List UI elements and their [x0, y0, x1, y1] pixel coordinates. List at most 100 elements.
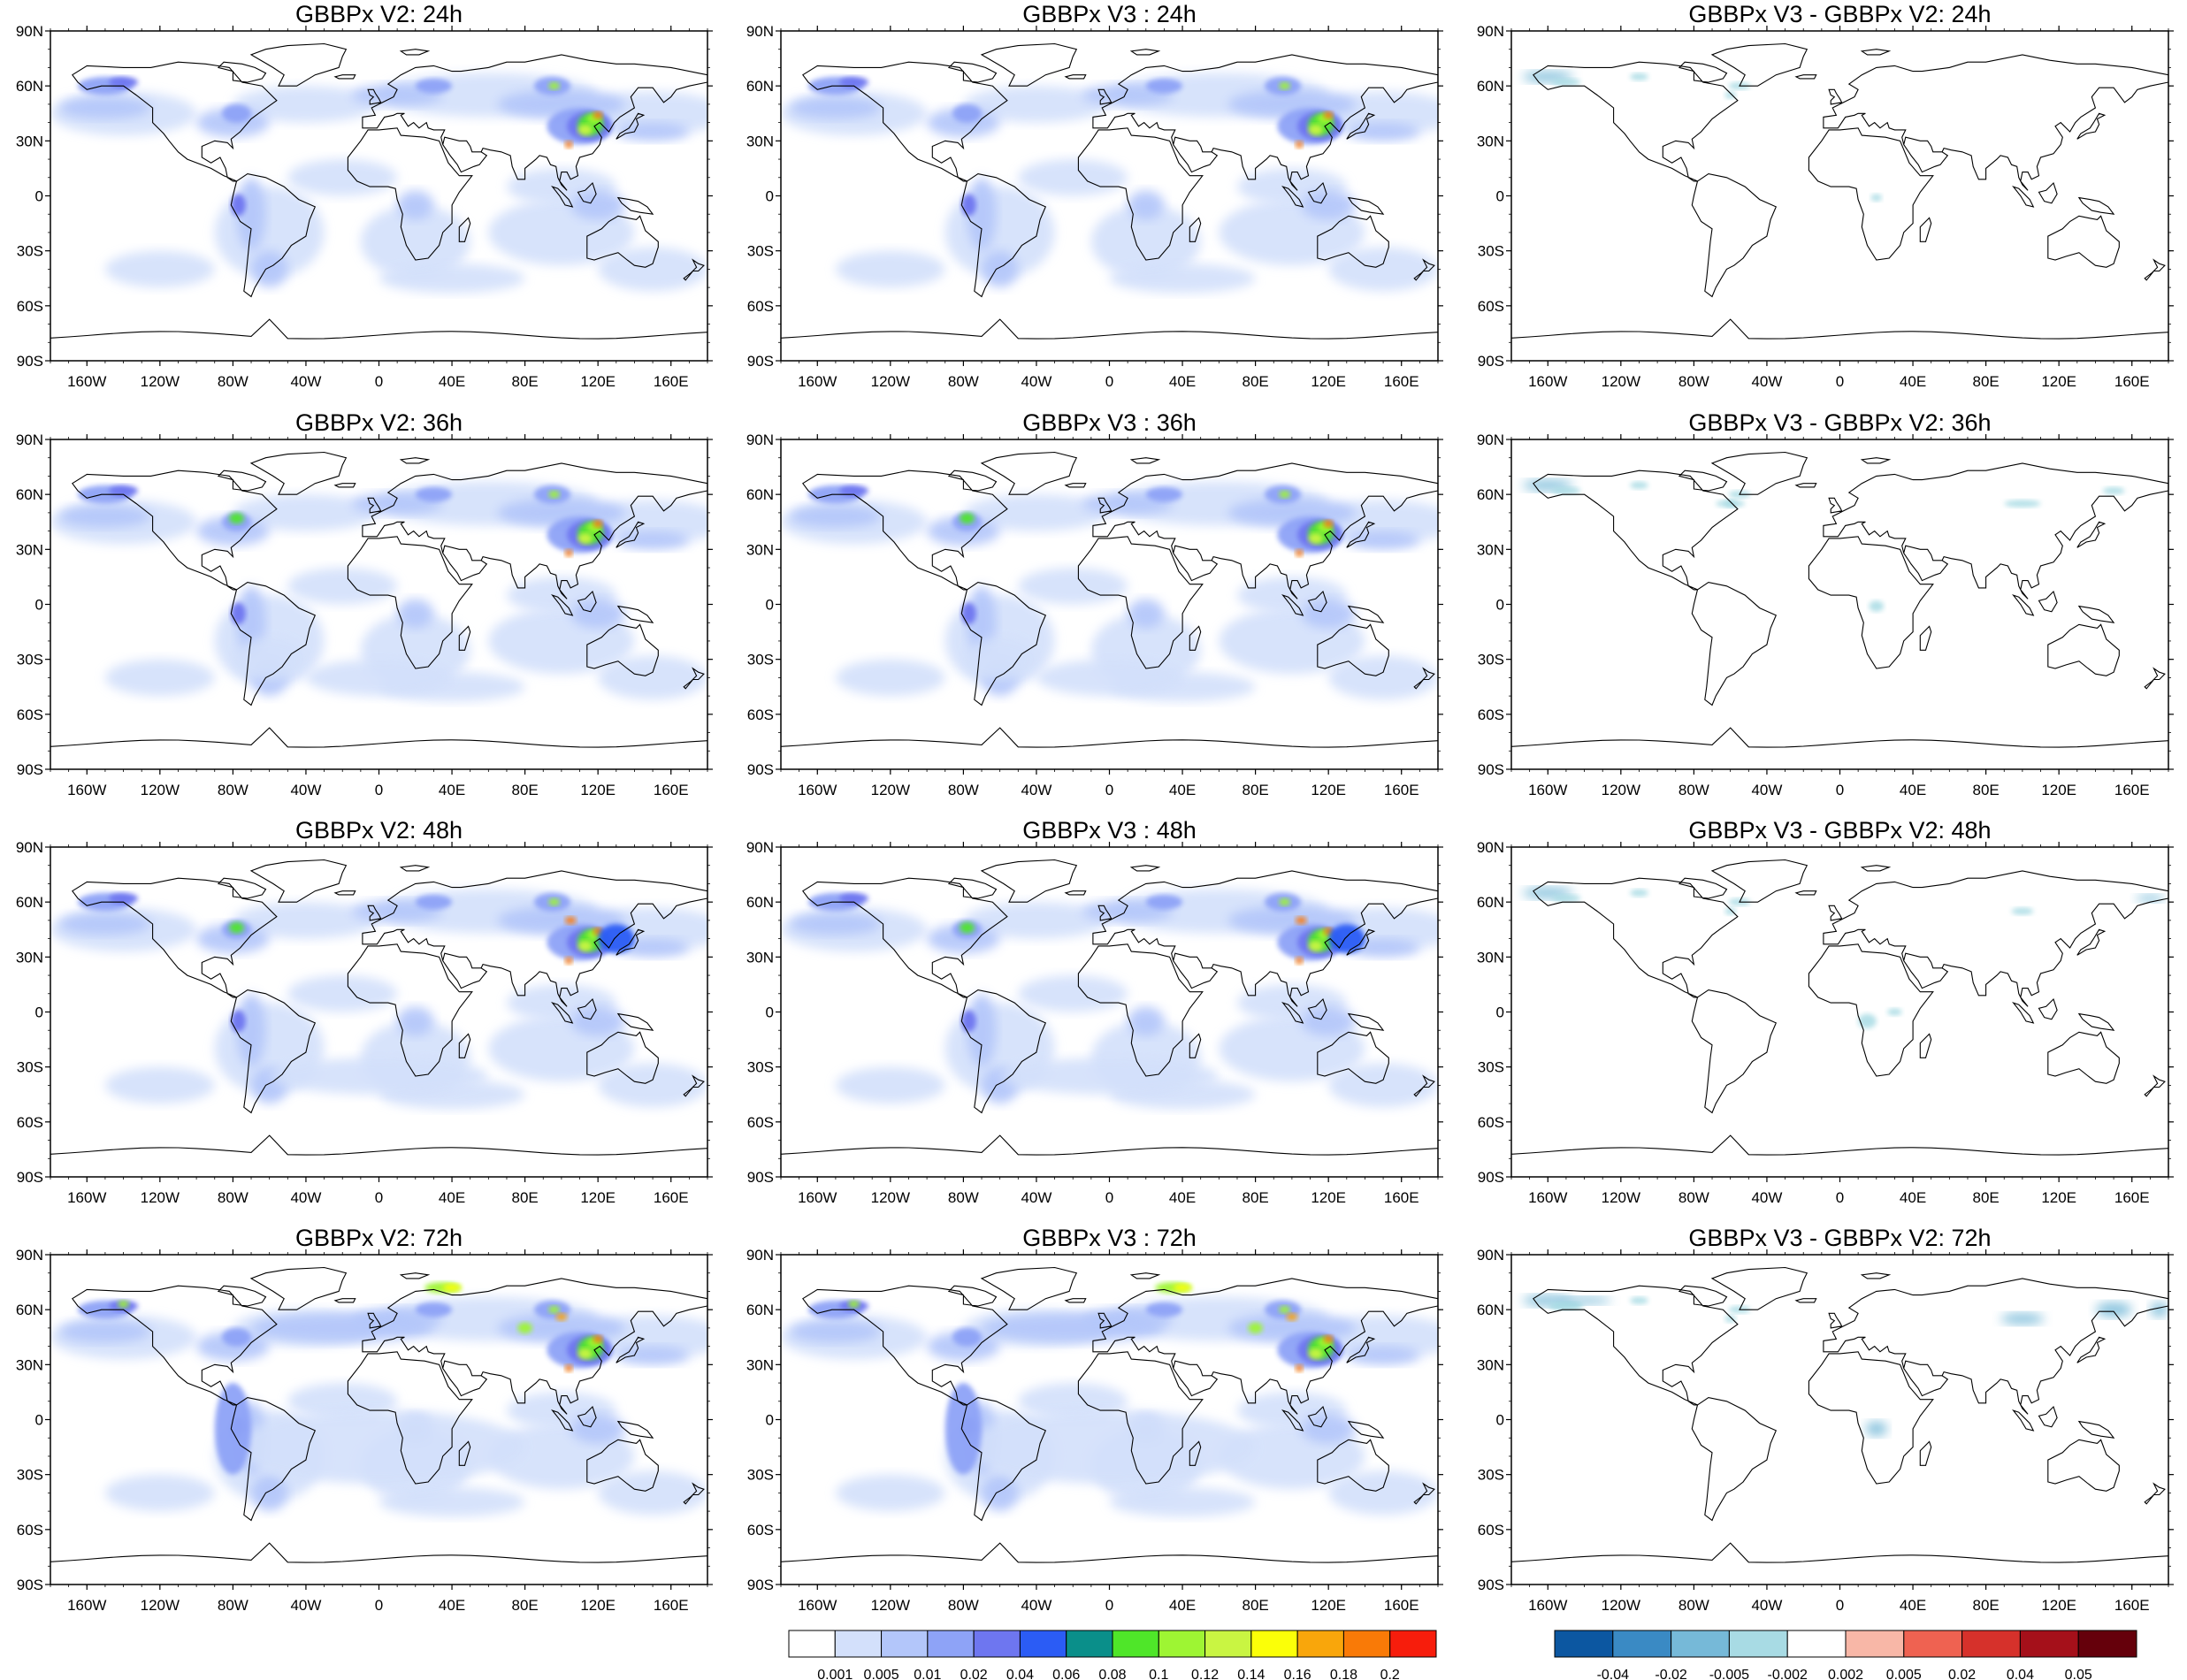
colorbar-swatch: [1903, 1630, 1963, 1658]
map-panel: GBBPx V3 - GBBPx V2: 24h 90N 60N 30N 0 30S 60S…: [1477, 1, 2174, 390]
lat-tick-label: 30S: [1478, 1467, 1504, 1484]
shading-cell: [963, 494, 1110, 531]
shading-cell: [548, 1306, 560, 1314]
lon-tick-label: 120W: [1602, 1189, 1640, 1206]
shading-cell: [415, 78, 453, 94]
lat-tick-label: 90S: [17, 1169, 43, 1186]
map-panel: GBBPx V3 : 36h 90N 60N 30N 0 30S 60S 90S 160W 120…: [746, 409, 1443, 798]
colorbar-label: -0.005: [1709, 1668, 1749, 1680]
lat-tick-label: 60S: [747, 1522, 774, 1539]
map-background: [1511, 847, 2168, 1177]
panel-title: GBBPx V2: 48h: [295, 817, 463, 844]
lon-tick-label: 0: [375, 1189, 383, 1206]
lat-tick-label: 60N: [1477, 894, 1504, 911]
shading-cell: [952, 103, 983, 123]
lon-tick-label: 0: [375, 782, 383, 798]
lat-tick-label: 60S: [17, 298, 43, 315]
shading-cell: [961, 194, 976, 217]
lat-tick-label: 90N: [1477, 1247, 1504, 1264]
lon-tick-label: 160W: [1528, 1189, 1567, 1206]
lat-tick-label: 90S: [1478, 761, 1504, 778]
colorbar-label: -0.04: [1597, 1668, 1630, 1680]
shading-cell: [442, 1284, 462, 1292]
lat-tick-label: 90S: [17, 761, 43, 778]
shading-cell: [555, 1313, 568, 1321]
colorbar-swatch: [1342, 1630, 1391, 1658]
shading-cell: [839, 485, 869, 497]
lon-tick-label: 80E: [1972, 373, 1999, 390]
shading-cell: [2011, 907, 2034, 915]
shading-cell: [835, 1474, 945, 1512]
shading-cell: [927, 1332, 1000, 1362]
shading-cell: [109, 892, 139, 905]
lon-tick-label: 120W: [141, 373, 180, 390]
colorbar-swatch: [1389, 1630, 1437, 1658]
shading-cell: [1551, 894, 1581, 903]
lon-tick-label: 160W: [1528, 1597, 1567, 1614]
panel-title: GBBPx V3 : 72h: [1022, 1225, 1197, 1251]
coastline: [1511, 859, 2168, 1156]
shading-cell: [1296, 916, 1307, 925]
lon-tick-label: 0: [1105, 1597, 1113, 1614]
shading-cell: [616, 122, 690, 141]
shading-cell: [548, 82, 560, 90]
shading-cell: [577, 532, 593, 545]
lat-tick-label: 90N: [746, 23, 774, 40]
lat-tick-label: 90S: [17, 353, 43, 370]
shading-cell: [251, 1313, 434, 1343]
lon-tick-label: 80E: [511, 373, 538, 390]
lon-tick-label: 120E: [1311, 782, 1346, 798]
lon-tick-label: 0: [1836, 1189, 1844, 1206]
lon-tick-label: 160W: [67, 1597, 106, 1614]
shading-cell: [196, 1332, 270, 1362]
lon-tick-label: 80W: [948, 373, 979, 390]
lon-tick-label: 160E: [2114, 782, 2150, 798]
lat-tick-label: 90N: [16, 1247, 43, 1264]
shading-cell: [952, 1327, 983, 1347]
shading-layer: [1522, 479, 2125, 612]
lat-tick-label: 60N: [16, 894, 43, 911]
lon-tick-label: 160E: [2114, 1189, 2150, 1206]
shading-cell: [1324, 520, 1334, 528]
lat-tick-label: 30N: [16, 949, 43, 966]
shading-cell: [517, 1322, 532, 1334]
lon-tick-label: 120E: [580, 1189, 616, 1206]
lat-tick-label: 0: [35, 188, 43, 205]
lon-tick-label: 160W: [798, 1189, 837, 1206]
lat-tick-label: 30N: [1477, 949, 1504, 966]
shading-cell: [1090, 204, 1201, 279]
lon-tick-label: 40W: [1021, 1189, 1051, 1206]
lon-tick-label: 0: [1105, 1189, 1113, 1206]
lat-tick-label: 30N: [746, 1356, 774, 1373]
colorbar-swatch: [1066, 1630, 1113, 1658]
lon-tick-label: 120E: [2041, 1189, 2076, 1206]
colorbar-label: 0.005: [864, 1668, 899, 1680]
lon-tick-label: 120W: [871, 373, 910, 390]
shading-cell: [565, 957, 573, 965]
lat-tick-label: 60N: [746, 894, 774, 911]
shading-cell: [1724, 907, 1736, 915]
shading-cell: [251, 1474, 288, 1512]
lat-tick-label: 0: [766, 597, 774, 614]
colorbar-swatch: [1296, 1630, 1344, 1658]
lat-tick-label: 60N: [16, 1302, 43, 1318]
shading-cell: [269, 1058, 489, 1095]
lon-tick-label: 160W: [798, 373, 837, 390]
shading-cell: [1301, 1006, 1357, 1036]
shading-cell: [104, 659, 215, 697]
colorbar-swatch: [1250, 1630, 1298, 1658]
map-panel: GBBPx V3 - GBBPx V2: 48h 90N 60N 30N 0 30S 60S…: [1477, 817, 2174, 1206]
map-panel: GBBPx V2: 48h 90N 60N 30N 0 30S 60S 90S 160W 120W…: [16, 817, 713, 1206]
panel-title: GBBPx V3 - GBBPx V2: 72h: [1688, 1225, 1991, 1251]
colorbar-label: 0.001: [817, 1668, 853, 1680]
shading-cell: [961, 602, 976, 625]
lon-tick-label: 0: [1836, 1597, 1844, 1614]
shading-cell: [1346, 122, 1420, 141]
lat-tick-label: 60N: [1477, 1302, 1504, 1318]
coastline: [781, 451, 1438, 748]
lon-tick-label: 80W: [218, 1189, 249, 1206]
lon-tick-label: 0: [1836, 782, 1844, 798]
shading-cell: [1018, 568, 1128, 605]
lat-tick-label: 90N: [746, 839, 774, 856]
shading-cell: [616, 1346, 690, 1365]
